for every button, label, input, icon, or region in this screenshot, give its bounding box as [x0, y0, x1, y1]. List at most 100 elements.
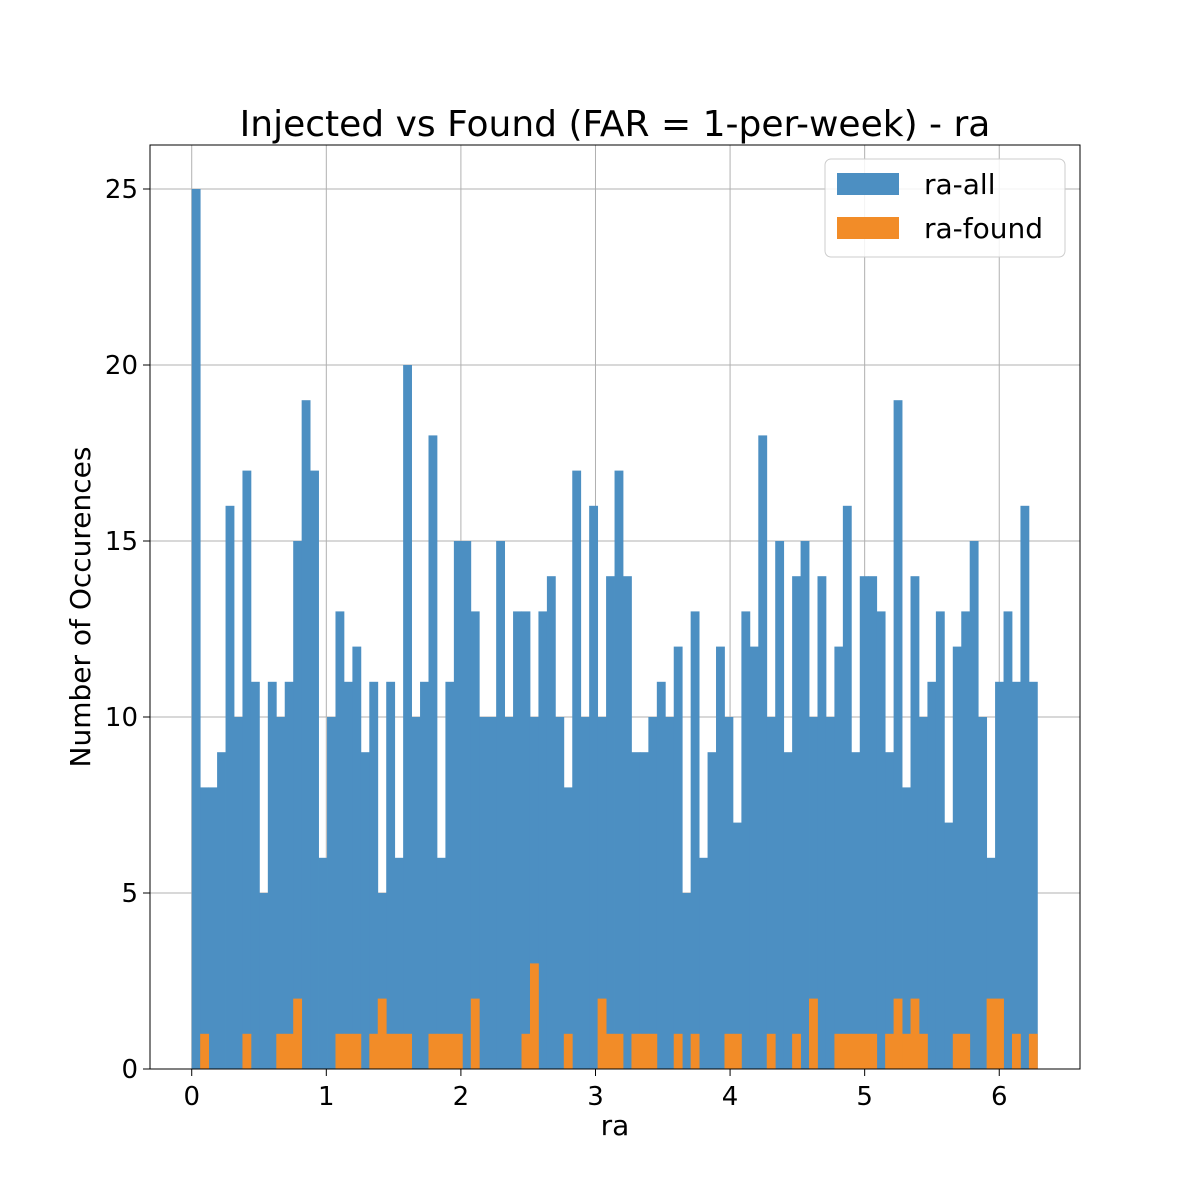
bar-ra-found	[369, 1033, 379, 1069]
bar-ra-all	[250, 681, 260, 1069]
bar-ra-all	[969, 541, 979, 1069]
bar-ra-found	[242, 1033, 252, 1069]
bar-ra-found	[842, 1033, 852, 1069]
bar-ra-all	[318, 857, 328, 1069]
bar-ra-all	[327, 717, 336, 1069]
legend-swatch-ra-all	[837, 173, 899, 195]
bar-ra-all	[293, 541, 303, 1069]
bar-ra-found	[868, 1033, 878, 1069]
bar-ra-all	[927, 681, 937, 1069]
bar-ra-all	[521, 611, 531, 1069]
bar-ra-all	[614, 470, 624, 1070]
bar-ra-all	[741, 611, 751, 1069]
bar-ra-found	[918, 1033, 928, 1069]
bar-ra-all	[538, 611, 548, 1069]
bar-ra-all	[800, 541, 810, 1069]
x-tick-label: 6	[991, 1082, 1008, 1112]
bar-ra-all	[732, 822, 742, 1069]
bar-ra-all	[445, 681, 455, 1069]
bar-ra-found	[1028, 1033, 1038, 1069]
x-tick-label: 0	[183, 1082, 200, 1112]
bar-ra-all	[622, 576, 632, 1069]
bar-ra-all	[825, 717, 835, 1069]
y-axis-label: Number of Occurences	[64, 447, 97, 768]
bar-ra-all	[918, 717, 928, 1069]
bar-ra-all	[952, 646, 962, 1069]
bar-ra-all	[893, 400, 903, 1069]
bar-ra-found	[377, 998, 387, 1069]
x-axis-label: ra	[601, 1109, 630, 1142]
bar-ra-all	[352, 646, 362, 1069]
bar-ra-found	[386, 1033, 396, 1069]
bar-ra-all	[783, 752, 793, 1069]
bar-ra-all	[851, 752, 861, 1069]
bar-ra-all	[986, 857, 996, 1069]
bar-ra-all	[428, 435, 438, 1069]
y-tick-label: 5	[121, 879, 138, 909]
bar-ra-all	[885, 752, 895, 1069]
bar-ra-found	[952, 1033, 962, 1069]
bar-ra-all	[1028, 681, 1038, 1069]
bar-ra-all	[217, 752, 226, 1069]
bar-ra-all	[707, 752, 717, 1069]
bar-ra-all	[995, 681, 1004, 1069]
bar-ra-all	[699, 857, 708, 1069]
bar-ra-found	[639, 1033, 649, 1069]
bar-ra-all	[673, 646, 683, 1069]
x-tick-label: 1	[318, 1082, 335, 1112]
bar-ra-found	[470, 998, 480, 1069]
bar-ra-all	[580, 717, 590, 1069]
bar-ra-found	[428, 1033, 438, 1069]
bar-ra-all	[749, 646, 759, 1069]
bar-ra-all	[766, 717, 776, 1069]
bar-ra-all	[394, 857, 404, 1069]
bar-ra-all	[343, 681, 353, 1069]
x-tick-label: 3	[587, 1082, 604, 1112]
bar-ra-all	[208, 787, 218, 1069]
bar-ra-found	[902, 1033, 911, 1069]
bar-ra-all	[944, 822, 954, 1069]
legend-label-ra-found: ra-found	[924, 212, 1043, 245]
bar-ra-found	[597, 998, 607, 1069]
bar-ra-all	[935, 611, 945, 1069]
bar-ra-all	[546, 576, 556, 1069]
bar-ra-all	[868, 576, 878, 1069]
bar-ra-all	[529, 717, 539, 1069]
bar-ra-all	[606, 576, 615, 1069]
bar-ra-all	[301, 400, 311, 1069]
bar-ra-all	[386, 681, 396, 1069]
bar-ra-all	[284, 681, 294, 1069]
y-tick-label: 0	[121, 1055, 138, 1085]
series-ra-all	[191, 189, 1038, 1070]
bar-ra-all	[690, 611, 700, 1069]
bar-ra-all	[961, 611, 971, 1069]
bar-ra-found	[690, 1033, 700, 1069]
bar-ra-all	[335, 611, 345, 1069]
bar-ra-all	[775, 541, 785, 1069]
bar-ra-all	[817, 576, 827, 1069]
x-tick-label: 4	[722, 1082, 739, 1112]
bar-ra-found	[631, 1033, 641, 1069]
bar-ra-all	[504, 717, 514, 1069]
bar-ra-all	[1011, 681, 1021, 1069]
bar-ra-all	[462, 541, 472, 1069]
chart-title: Injected vs Found (FAR = 1-per-week) - r…	[240, 104, 991, 145]
bar-ra-all	[276, 717, 286, 1069]
bar-ra-all	[403, 365, 412, 1069]
bar-ra-found	[834, 1033, 844, 1069]
bar-ra-all	[1020, 505, 1030, 1069]
bar-ra-found	[293, 998, 303, 1069]
legend-label-ra-all: ra-all	[924, 168, 996, 201]
bar-ra-found	[453, 1033, 463, 1069]
bar-ra-all	[513, 611, 522, 1069]
x-tick-label: 5	[856, 1082, 873, 1112]
bar-ra-all	[758, 435, 768, 1069]
y-tick-label: 25	[105, 175, 138, 205]
bar-ra-found	[809, 998, 818, 1069]
bar-ra-found	[851, 1033, 861, 1069]
bar-ra-all	[902, 787, 911, 1069]
bar-ra-all	[597, 717, 607, 1069]
x-tick-label: 2	[453, 1082, 470, 1112]
y-tick-label: 10	[105, 703, 138, 733]
